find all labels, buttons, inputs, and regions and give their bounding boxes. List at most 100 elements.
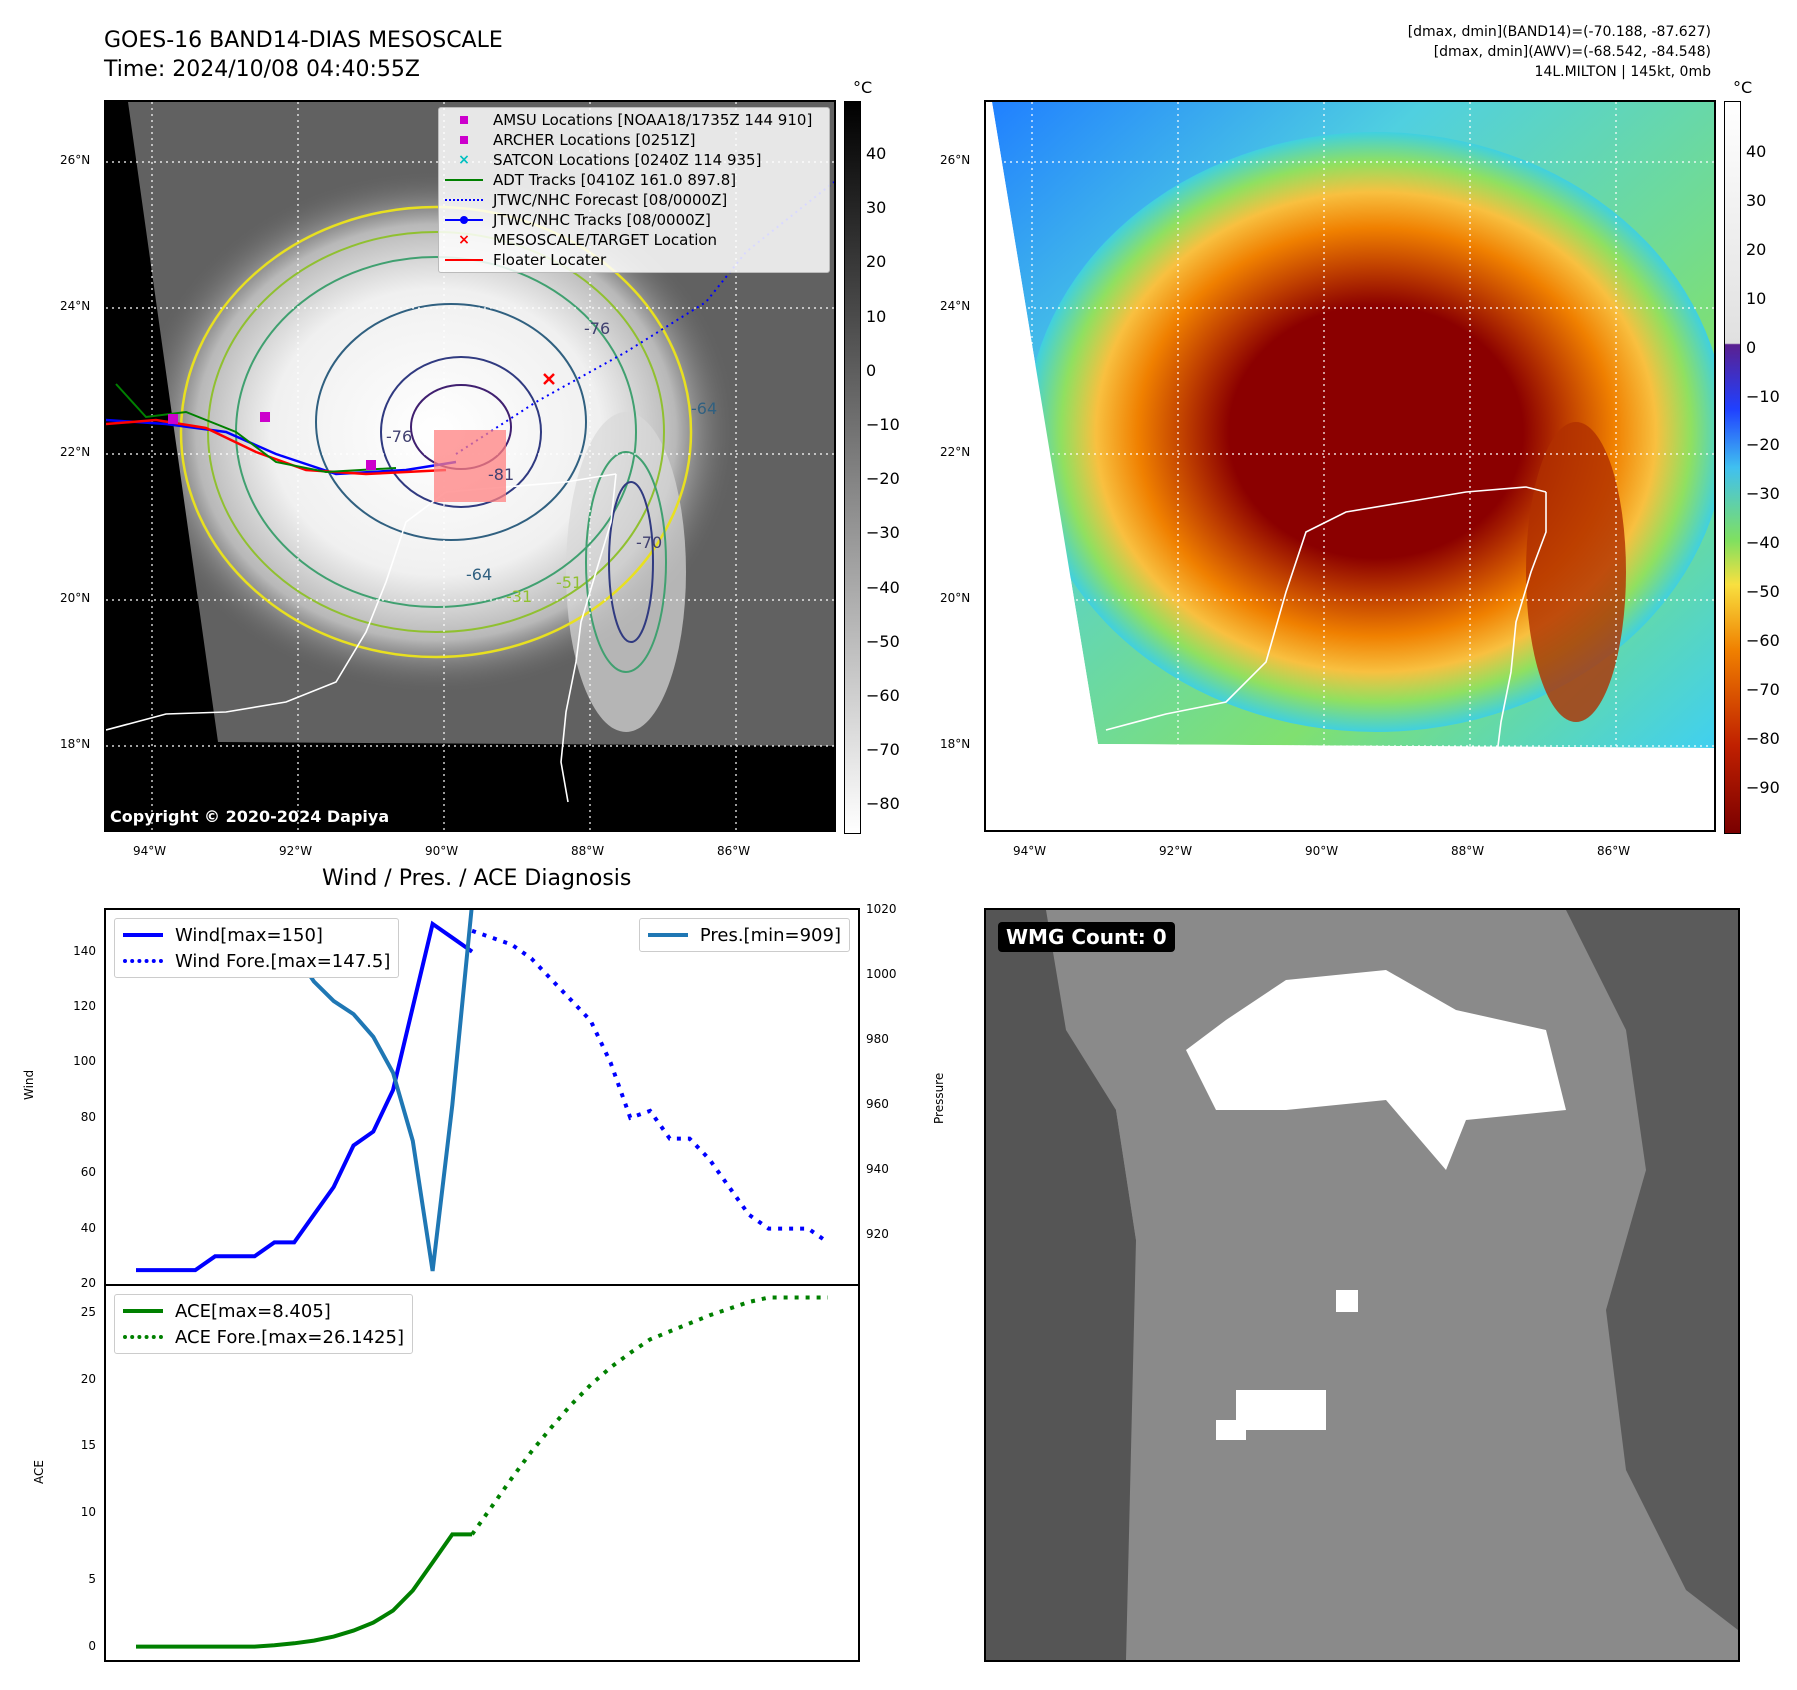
wind-forecast-series-line: [471, 928, 830, 1245]
figure-title-line1: GOES-16 BAND14-DIAS MESOSCALE: [104, 28, 503, 53]
ir-satellite-map: -76 -76 -81 -64 -64 -51 -31 -70 Copyrigh…: [104, 100, 836, 832]
legend-item-wind: Wind[max=150]: [123, 922, 390, 948]
pressure-y-tick: 960: [866, 1097, 889, 1112]
ir-colorbar-tick: −80: [866, 794, 900, 814]
lat-tick: 22°N: [60, 445, 91, 459]
legend-item-wind-forecast: Wind Fore.[max=147.5]: [123, 948, 390, 974]
awv-coastline-yucatan: [1105, 486, 1547, 731]
awv-colorbar-tick: −70: [1746, 679, 1780, 699]
pressure-legend: Pres.[min=909]: [638, 918, 850, 952]
lon-tick: 90°W: [425, 844, 459, 858]
ir-colorbar-tick: −10: [866, 415, 900, 434]
pressure-y-tick: 940: [866, 1162, 889, 1177]
lat-tick: 20°N: [940, 591, 971, 605]
pressure-axis-label: Pressure: [932, 1072, 946, 1124]
ace-svg: [136, 1295, 828, 1649]
lat-tick: 26°N: [940, 153, 971, 167]
contour-label: -81: [488, 465, 514, 484]
awv-colorbar-tick: 40: [1746, 142, 1767, 161]
wmg-svg: [986, 910, 1738, 1660]
awv-colorbar-tick: 30: [1746, 190, 1767, 210]
wmg-white-region: [1186, 970, 1566, 1170]
ir-colorbar-tick: 30: [866, 198, 887, 218]
ace-plot: ACE[max=8.405] ACE Fore.[max=26.1425]: [104, 1284, 860, 1662]
lat-tick: 22°N: [940, 445, 971, 459]
ace-forecast-series-line: [470, 1295, 828, 1536]
contour-label: -64: [466, 565, 492, 584]
ir-target-marker: [543, 373, 555, 385]
legend-item-ace: ACE[max=8.405]: [123, 1298, 404, 1324]
ir-colorbar-tick: −20: [866, 469, 900, 489]
awv-colorbar-tick: −30: [1746, 484, 1780, 504]
ace-y-tick: 5: [88, 1571, 96, 1586]
lon-tick: 92°W: [279, 844, 313, 858]
awv-map-svg: [986, 102, 1714, 830]
ir-colorbar-unit: °C: [853, 78, 873, 97]
ir-map-legend: AMSU Locations [NOAA18/1735Z 144 910] AR…: [438, 107, 830, 273]
awv-satellite-map: [984, 100, 1716, 832]
copyright-text: Copyright © 2020-2024 Dapiya: [110, 807, 390, 826]
wmg-classification-panel: WMG Count: 0: [984, 908, 1740, 1662]
awv-colorbar-tick: 10: [1746, 288, 1767, 308]
wind-y-tick: 60: [80, 1165, 96, 1180]
lat-tick: 24°N: [940, 299, 971, 313]
wind-pressure-plot: Wind[max=150] Wind Fore.[max=147.5] Pres…: [104, 908, 860, 1286]
awv-colorbar-tick: 0: [1746, 337, 1757, 357]
awv-colorbar-tick: −60: [1746, 631, 1780, 650]
contour-label: -76: [584, 319, 610, 338]
awv-colorbar-tick: 20: [1746, 239, 1767, 259]
lon-tick: 86°W: [1597, 844, 1631, 858]
ace-y-tick: 25: [80, 1304, 96, 1319]
ir-colorbar: [844, 101, 861, 834]
lat-tick: 18°N: [940, 737, 971, 751]
lon-tick: 88°W: [571, 844, 605, 858]
header-right-line3: 14L.MILTON | 145kt, 0mb: [1534, 64, 1711, 80]
pressure-y-tick: 1020: [866, 902, 897, 916]
ace-y-tick: 10: [80, 1505, 96, 1520]
ir-forecast-track: [455, 181, 834, 455]
wind-y-tick: 20: [80, 1276, 96, 1290]
ir-colorbar-tick: −40: [866, 577, 900, 597]
legend-item-archer: ARCHER Locations [0251Z]: [439, 130, 829, 150]
lon-tick: 88°W: [1451, 844, 1485, 858]
awv-colorbar-tick: −20: [1746, 435, 1780, 455]
contour-label: -31: [506, 587, 532, 606]
ace-series-line: [136, 1532, 473, 1649]
ir-colorbar-tick: 10: [866, 306, 887, 326]
legend-item-adt: ADT Tracks [0410Z 161.0 897.8]: [439, 170, 829, 190]
ace-axis-label: ACE: [32, 1460, 46, 1484]
awv-colorbar-tick: −10: [1746, 386, 1780, 406]
legend-item-pressure: Pres.[min=909]: [647, 922, 841, 948]
contour-label: -51: [556, 573, 582, 592]
lon-tick: 90°W: [1305, 844, 1339, 858]
wmg-dark-region: [986, 910, 1136, 1660]
legend-item-amsu: AMSU Locations [NOAA18/1735Z 144 910]: [439, 110, 829, 130]
lat-tick: 20°N: [60, 591, 91, 605]
lon-tick: 92°W: [1159, 844, 1193, 858]
ir-colorbar-tick: 0: [866, 360, 877, 380]
figure-title-line2: Time: 2024/10/08 04:40:55Z: [104, 57, 420, 82]
wind-legend: Wind[max=150] Wind Fore.[max=147.5]: [114, 918, 400, 978]
ir-colorbar-tick: −70: [866, 740, 900, 760]
contour-label: -76: [386, 427, 412, 446]
wind-y-tick: 100: [73, 1054, 96, 1069]
legend-item-tracks: JTWC/NHC Tracks [08/0000Z]: [439, 210, 829, 230]
awv-colorbar-tick: −90: [1746, 777, 1780, 797]
legend-item-target: × MESOSCALE/TARGET Location: [458, 231, 718, 249]
legend-item-ace-forecast: ACE Fore.[max=26.1425]: [123, 1324, 404, 1350]
wmg-count-badge: WMG Count: 0: [998, 922, 1175, 952]
lat-tick: 26°N: [60, 153, 91, 167]
ir-best-track: [106, 418, 457, 476]
legend-item-floater: Floater Locater: [439, 250, 829, 270]
ir-colorbar-tick: 20: [866, 252, 887, 272]
pressure-y-tick: 920: [866, 1227, 889, 1242]
awv-colorbar-tick: −40: [1746, 533, 1780, 553]
lat-tick: 24°N: [60, 299, 91, 313]
pressure-y-tick: 1000: [866, 967, 897, 982]
legend-item-satcon: × SATCON Locations [0240Z 114 935]: [458, 151, 762, 169]
ir-colorbar-tick: −50: [866, 631, 900, 651]
pressure-y-tick: 980: [866, 1032, 889, 1047]
ir-mesoscale-target-box: [434, 430, 506, 502]
ir-floater-track: [106, 418, 447, 476]
lon-tick: 86°W: [717, 844, 751, 858]
